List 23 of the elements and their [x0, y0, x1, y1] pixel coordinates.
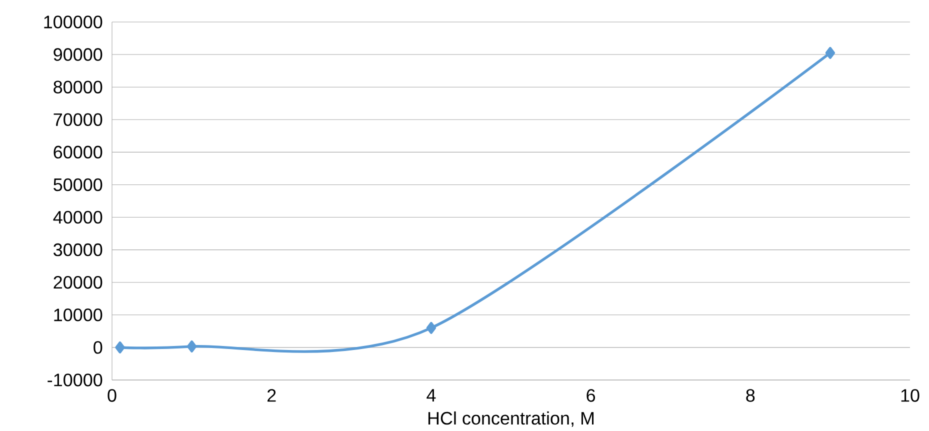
y-tick-label: 80000 — [54, 80, 102, 94]
x-tick-label: 8 — [746, 389, 755, 402]
point — [426, 322, 436, 334]
x-tick-label: 10 — [901, 389, 920, 402]
x-axis-title: HCl concentration, M — [428, 411, 594, 427]
y-tick-label: 30000 — [54, 243, 102, 256]
y-tick-label: 50000 — [54, 178, 102, 192]
x-tick-label: 4 — [426, 389, 436, 402]
y-tick-label: 20000 — [54, 276, 102, 289]
x-tick-label: 0 — [108, 389, 116, 402]
y-tick-label: 40000 — [53, 210, 102, 224]
y-tick-label: 100000 — [44, 16, 102, 28]
y-tick-label: 10000 — [54, 308, 102, 322]
point — [186, 340, 197, 352]
x-tick-label: 6 — [586, 389, 596, 402]
y-tick-label: -10000 — [48, 374, 102, 386]
y-tick-label: 60000 — [54, 146, 102, 159]
y-tick-label: 0 — [94, 341, 102, 354]
x-tick-label: 2 — [268, 389, 276, 402]
y-tick-label: 90000 — [54, 48, 102, 61]
point — [825, 46, 836, 59]
point — [115, 341, 125, 354]
y-tick-label: 70000 — [54, 113, 102, 126]
